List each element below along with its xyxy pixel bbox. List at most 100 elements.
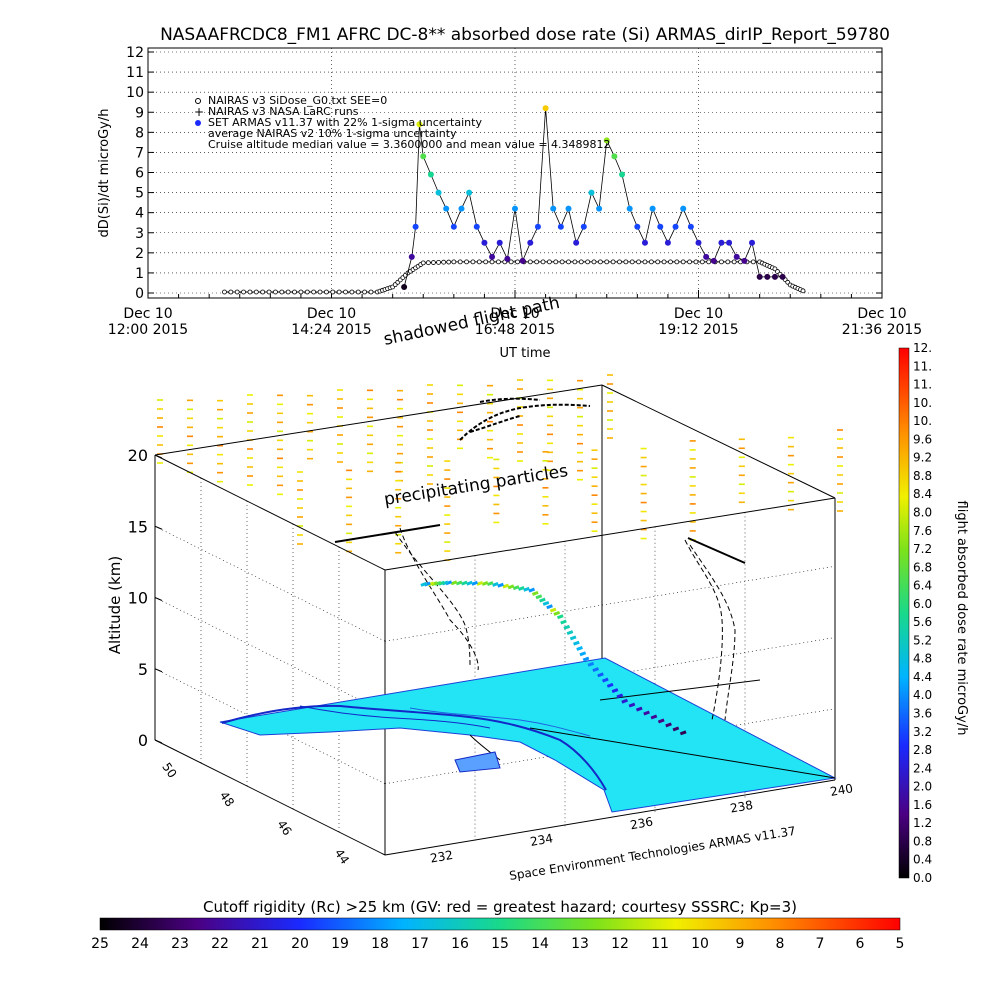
track-point: [611, 688, 619, 694]
nairas-point: [266, 289, 272, 295]
right-colorbar-tick-label: 6.8: [913, 560, 932, 574]
bottom-colorbar-tick-label: 7: [816, 936, 825, 952]
top-x-tick-label: Dec 10: [857, 306, 906, 322]
z-axis-label: Altitude (km): [106, 556, 124, 654]
nairas-point: [661, 259, 667, 265]
nairas-point: [292, 289, 297, 295]
nairas-point: [559, 259, 565, 265]
z-tick-label: 20: [128, 446, 148, 465]
armas-point: [664, 239, 671, 246]
z-ticks: 0 5 10 15 20: [128, 446, 163, 750]
track-point: [592, 667, 600, 673]
lat-tick-label: 48: [217, 789, 237, 810]
nairas-point: [349, 289, 355, 295]
track-point: [665, 722, 672, 728]
track-point: [566, 630, 574, 636]
lat-ticks: 44 46 48 50: [159, 760, 352, 867]
right-colorbar-tick-label: 10.: [913, 396, 932, 410]
track-point: [528, 587, 536, 593]
nairas-point: [260, 289, 266, 295]
bottom-colorbar-label: Cutoff rigidity (Rc) >25 km (GV: red = g…: [203, 898, 797, 916]
nairas-point: [247, 289, 253, 295]
track-point: [657, 718, 665, 724]
lat-tick-label: 44: [332, 846, 352, 867]
track-point: [431, 581, 438, 587]
nairas-point: [540, 259, 546, 265]
armas-point: [596, 205, 603, 212]
track-point: [531, 590, 539, 596]
right-colorbar-tick-label: 0.8: [913, 834, 932, 848]
armas-point: [534, 223, 541, 230]
lat-tick-label: 46: [274, 818, 294, 839]
track-point: [535, 594, 543, 600]
armas-point: [687, 223, 694, 230]
top-x-tick-label: Dec 10: [123, 306, 172, 322]
track-point: [492, 581, 499, 587]
top-y-tick-label: 11: [126, 65, 144, 81]
top-y-tick-label: 3: [135, 226, 144, 242]
nairas-point: [629, 259, 635, 265]
right-colorbar-tick-label: 6.0: [913, 597, 932, 611]
armas-point: [435, 189, 442, 196]
track-point: [427, 581, 435, 587]
lat-tick-label: 50: [159, 760, 179, 781]
legend-symbol-dot: [195, 120, 201, 126]
right-colorbar-bar: [898, 347, 910, 879]
armas-point: [458, 205, 465, 212]
right-colorbar-label: flight absorbed dose rate microGy/h: [954, 501, 969, 736]
nairas-point: [699, 259, 705, 265]
armas-point: [481, 239, 488, 246]
armas-series: [401, 105, 786, 290]
track-point: [616, 693, 624, 699]
right-colorbar-tick-label: 11.: [913, 378, 932, 392]
armas-point: [489, 253, 496, 260]
armas-point: [619, 171, 626, 178]
track-point: [635, 706, 643, 712]
nairas-point: [436, 259, 441, 265]
nairas-point: [304, 289, 310, 295]
nairas-point: [425, 260, 431, 266]
lon-tick-label: 232: [429, 848, 454, 866]
top-x-tick-label: Dec 10: [307, 306, 356, 322]
track-point: [455, 580, 463, 586]
bottom-colorbar-tick-label: 13: [571, 936, 589, 952]
nairas-point: [446, 259, 452, 265]
track-point: [563, 624, 571, 630]
precipitating-particles-field: [157, 374, 843, 561]
track-point: [512, 585, 520, 591]
bottom-colorbar-tick-label: 24: [131, 936, 149, 952]
track-point: [582, 656, 590, 662]
z-tick-label: 0: [138, 731, 148, 750]
track-point: [539, 597, 546, 603]
armas-point: [550, 205, 557, 212]
top-x-tick-label: 19:12 2015: [658, 322, 738, 338]
right-wall-track: [687, 537, 746, 564]
nairas-point: [420, 260, 426, 266]
nairas-point: [610, 259, 616, 265]
nairas-point: [585, 259, 591, 265]
track-point: [553, 610, 561, 616]
track-point: [621, 698, 628, 704]
nairas-point: [441, 259, 447, 265]
nairas-point: [750, 259, 756, 265]
nairas-point: [668, 259, 673, 265]
nairas-point: [279, 289, 285, 295]
nairas-point: [527, 259, 533, 265]
track-point: [542, 600, 550, 606]
nairas-point: [368, 289, 374, 295]
right-colorbar-tick-label: 11.: [913, 359, 932, 373]
right-colorbar-tick-label: 1.2: [913, 816, 932, 830]
nairas-point: [800, 288, 806, 294]
z-tick: [154, 525, 163, 530]
track-point: [445, 580, 453, 586]
armas-point: [504, 255, 511, 262]
track-point: [560, 619, 567, 625]
right-colorbar-tick-label: 9.2: [913, 451, 932, 465]
top-y-tick-label: 6: [135, 166, 144, 182]
wall-gridline: [154, 597, 386, 713]
armas-point: [408, 253, 415, 260]
right-colorbar-tick-label: 4.8: [913, 652, 932, 666]
nairas-point: [431, 260, 436, 265]
